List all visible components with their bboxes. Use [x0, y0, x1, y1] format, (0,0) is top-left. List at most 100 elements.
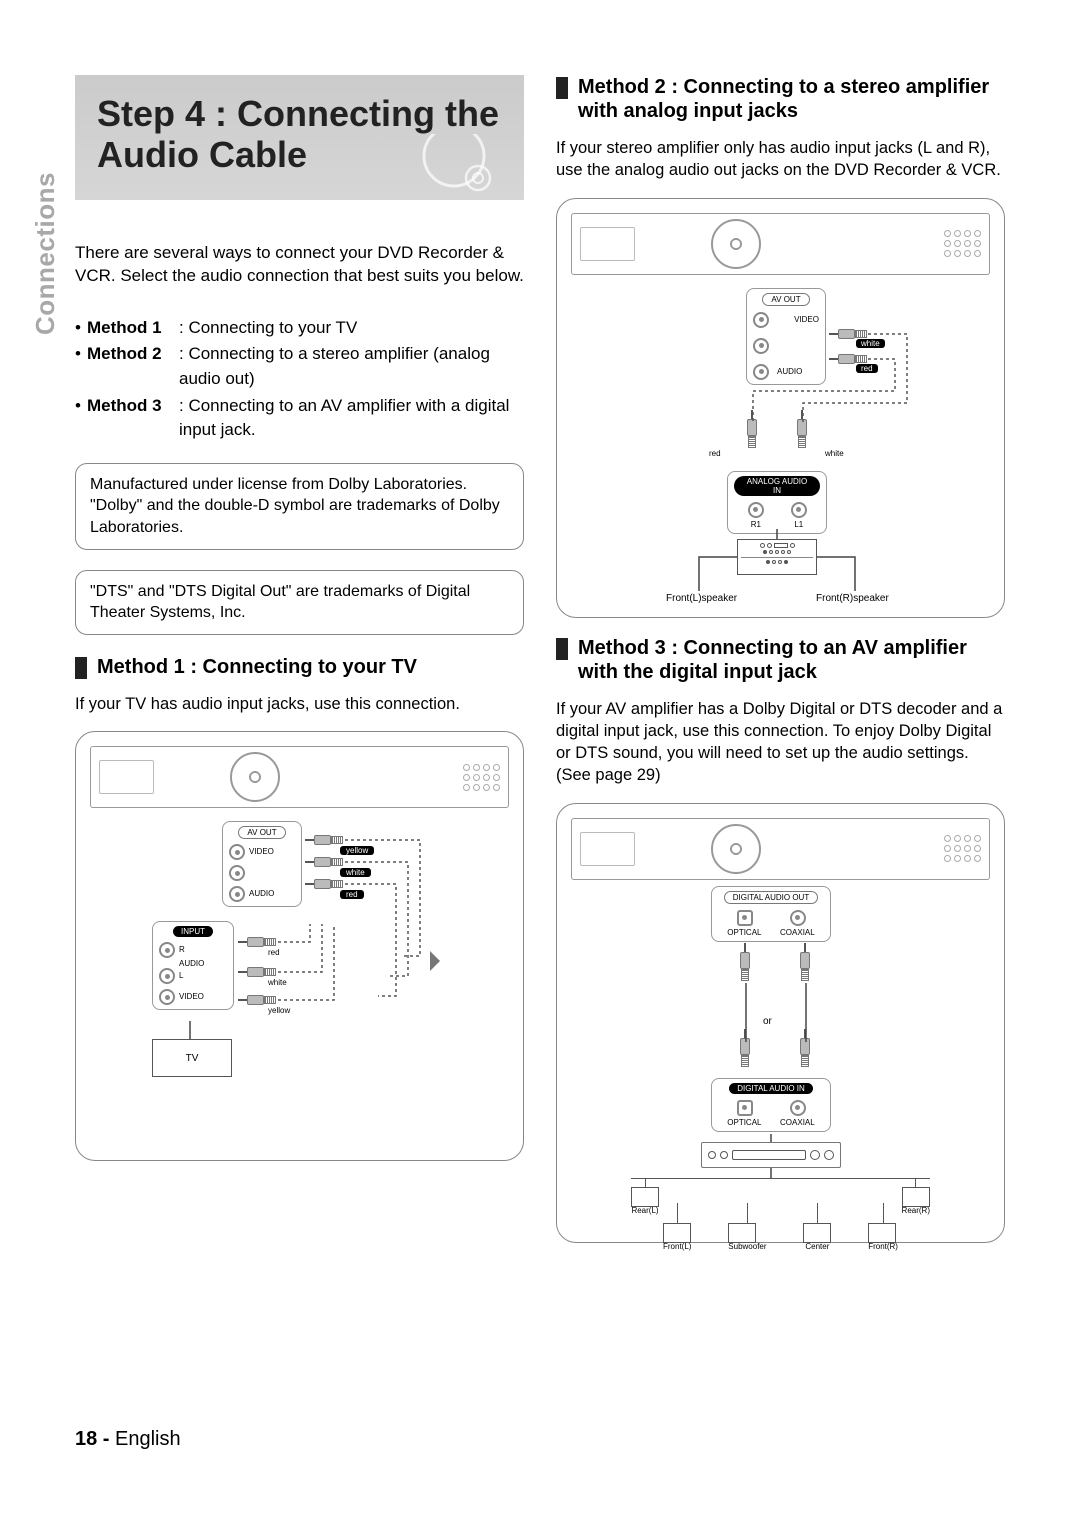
plug-icon — [739, 943, 751, 981]
method1-body: If your TV has audio input jacks, use th… — [75, 693, 524, 715]
white-label: white — [825, 449, 844, 458]
plug-icon — [746, 410, 758, 448]
or-label: or — [763, 1016, 772, 1027]
plug-icon — [799, 1029, 811, 1067]
plug-icon — [238, 966, 276, 978]
red-label: red — [268, 948, 280, 957]
optical-label: OPTICAL — [727, 928, 761, 937]
bullet-icon: • — [75, 342, 87, 391]
method-desc: : Connecting to your TV — [179, 316, 524, 341]
front-l-speaker-label: Front(L)speaker — [666, 593, 737, 604]
input-label: INPUT — [173, 926, 213, 937]
center-label: Center — [803, 1243, 831, 1251]
tv-box: TV — [152, 1039, 232, 1077]
speakers-layout: Rear(L) Rear(R) — [631, 1178, 930, 1251]
heading-bar-icon — [75, 657, 87, 679]
step-title-box: Step 4 : Connecting the Audio Cable — [75, 75, 524, 200]
white-label: white — [268, 978, 287, 987]
white-label: white — [856, 339, 885, 348]
method-desc: : Connecting to a stereo amplifier (anal… — [179, 342, 524, 391]
list-item: • Method 2 : Connecting to a stereo ampl… — [75, 342, 524, 391]
L1-label: L1 — [794, 520, 803, 529]
subwoofer-label: Subwoofer — [728, 1243, 766, 1251]
method-label: Method 3 — [87, 394, 179, 443]
audio-label: AUDIO — [777, 368, 802, 376]
coaxial-label: COAXIAL — [780, 928, 815, 937]
dvd-rear-panel-icon — [90, 746, 509, 808]
R1-label: R1 — [751, 520, 761, 529]
audio-label: AUDIO — [179, 960, 227, 968]
red-label: red — [709, 449, 721, 458]
yellow-label: yellow — [340, 846, 374, 855]
list-item: • Method 3 : Connecting to an AV amplifi… — [75, 394, 524, 443]
page-number: 18 - — [75, 1428, 109, 1450]
bullet-icon: • — [75, 394, 87, 443]
digital-audio-out-label: DIGITAL AUDIO OUT — [724, 891, 818, 904]
rear-r-label: Rear(R) — [902, 1207, 930, 1215]
analog-in-panel: ANALOG AUDIO IN R1 L1 — [727, 471, 827, 534]
page-footer: 18 - English — [75, 1428, 181, 1451]
coaxial-label: COAXIAL — [780, 1118, 815, 1127]
method1-heading: Method 1 : Connecting to your TV — [75, 655, 524, 679]
left-column: Step 4 : Connecting the Audio Cable Ther… — [75, 75, 524, 1451]
av-out-label: AV OUT — [762, 293, 809, 306]
heading-bar-icon — [556, 77, 568, 99]
av-out-panel: AV OUT VIDEO AUDIO — [746, 288, 826, 385]
plug-icon — [796, 410, 808, 448]
L-label: L — [179, 972, 183, 980]
white-label: white — [340, 868, 371, 877]
analog-audio-in-label: ANALOG AUDIO IN — [734, 476, 820, 496]
right-column: Method 2 : Connecting to a stereo amplif… — [556, 75, 1005, 1451]
side-tab: Connections — [30, 172, 61, 335]
digital-out-panel: DIGITAL AUDIO OUT OPTICAL COAXIAL — [711, 886, 831, 942]
method-label: Method 1 — [87, 316, 179, 341]
av-out-label: AV OUT — [238, 826, 285, 839]
plug-icon — [238, 936, 276, 948]
plug-icon — [829, 353, 867, 365]
method2-body: If your stereo amplifier only has audio … — [556, 137, 1005, 182]
video-label: VIDEO — [179, 993, 204, 1001]
av-amplifier-icon — [701, 1142, 841, 1168]
list-item: • Method 1 : Connecting to your TV — [75, 316, 524, 341]
method-desc: : Connecting to an AV amplifier with a d… — [179, 394, 524, 443]
columns: Step 4 : Connecting the Audio Cable Ther… — [75, 75, 1005, 1451]
bullet-icon: • — [75, 316, 87, 341]
dts-note-box: "DTS" and "DTS Digital Out" are trademar… — [75, 570, 524, 635]
plug-icon — [739, 1029, 751, 1067]
heading-bar-icon — [556, 638, 568, 660]
yellow-label: yellow — [268, 1006, 290, 1015]
digital-audio-in-label: DIGITAL AUDIO IN — [729, 1083, 813, 1094]
method-label: Method 2 — [87, 342, 179, 391]
front-r-label: Front(R) — [868, 1243, 898, 1251]
plug-icon — [799, 943, 811, 981]
intro-text: There are several ways to connect your D… — [75, 242, 524, 288]
method3-heading: Method 3 : Connecting to an AV amplifier… — [556, 636, 1005, 684]
dolby-note-box: Manufactured under license from Dolby La… — [75, 463, 524, 550]
input-panel: INPUT R AUDIO L VIDEO — [152, 921, 234, 1010]
plug-icon — [238, 994, 276, 1006]
plug-icon — [305, 856, 343, 868]
digital-in-panel: DIGITAL AUDIO IN OPTICAL COAXIAL — [711, 1078, 831, 1132]
audio-label: AUDIO — [249, 890, 274, 898]
front-l-label: Front(L) — [663, 1243, 691, 1251]
method3-body: If your AV amplifier has a Dolby Digital… — [556, 698, 1005, 787]
plug-icon — [305, 834, 343, 846]
stereo-amp-icon — [737, 539, 817, 575]
rear-l-label: Rear(L) — [631, 1207, 659, 1215]
plug-icon — [305, 878, 343, 890]
video-label: VIDEO — [249, 848, 274, 856]
method3-title: Method 3 : Connecting to an AV amplifier… — [578, 636, 1005, 684]
video-label: VIDEO — [794, 316, 819, 324]
dvd-rear-panel-icon — [571, 818, 990, 880]
method2-title: Method 2 : Connecting to a stereo amplif… — [578, 75, 1005, 123]
dvd-rear-panel-icon — [571, 213, 990, 275]
method2-diagram: AV OUT VIDEO AUDIO white red red white — [556, 198, 1005, 618]
method2-heading: Method 2 : Connecting to a stereo amplif… — [556, 75, 1005, 123]
av-out-panel: AV OUT VIDEO AUDIO — [222, 821, 302, 907]
red-label: red — [856, 364, 878, 373]
page: Connections Step 4 : Connecting the Audi… — [75, 75, 1005, 1451]
optical-label: OPTICAL — [727, 1118, 761, 1127]
front-r-speaker-label: Front(R)speaker — [816, 593, 889, 604]
method1-title: Method 1 : Connecting to your TV — [97, 655, 417, 679]
plug-icon — [829, 328, 867, 340]
